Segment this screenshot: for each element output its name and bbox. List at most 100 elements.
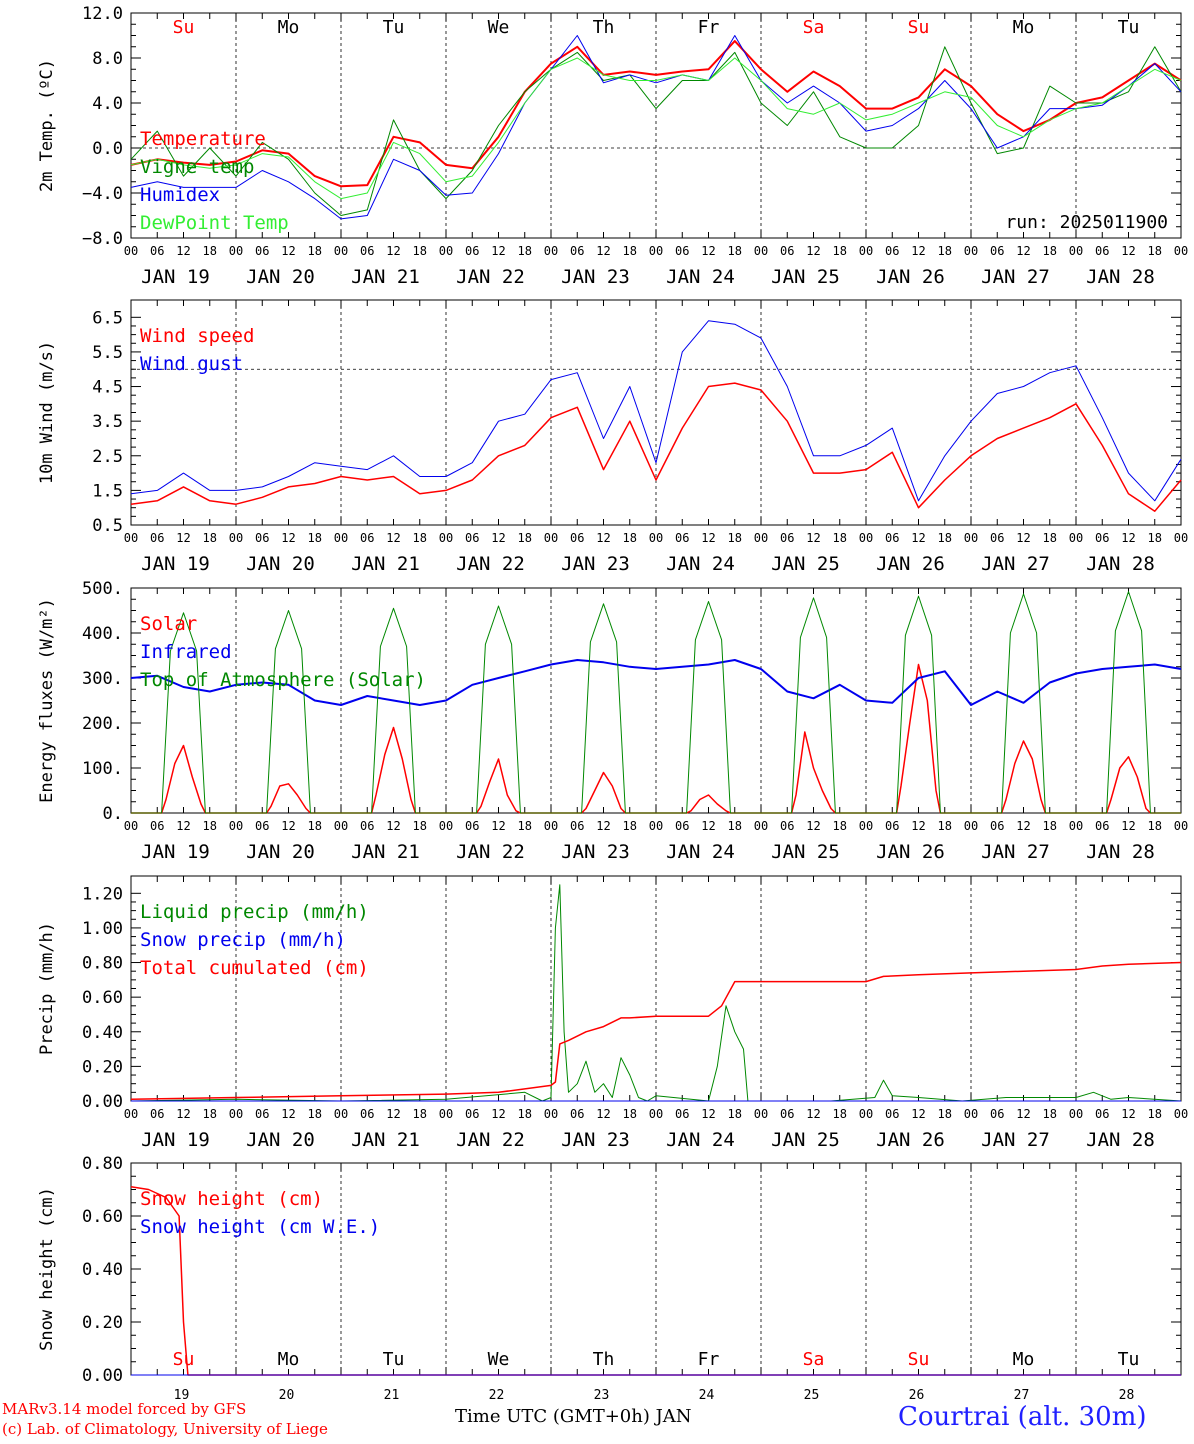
panel-3-date-label: JAN 27 [981, 841, 1050, 863]
panel-2-hour-label: 00 [1174, 531, 1188, 545]
panel-4-hour-label: 00 [754, 1107, 768, 1121]
panel-4-hour-label: 06 [570, 1107, 584, 1121]
panel-2-y-tick-label: 0.5 [92, 516, 123, 536]
panel-1-y-tick-label: 0.0 [92, 139, 123, 159]
panel-2-hour-label: 06 [780, 531, 794, 545]
panel-3-hour-label: 12 [491, 819, 505, 833]
panel-4-y-tick-label: 1.00 [82, 919, 123, 939]
panel-3-y-tick-label: 400. [82, 624, 123, 644]
panel-1-day-name: Sa [803, 17, 825, 38]
panel-4-y-tick-label: 0.00 [82, 1092, 123, 1112]
panel-1-hour-label: 00 [439, 244, 453, 258]
panel-3-legend-entry-1: Solar [140, 613, 197, 635]
panel-3-hour-label: 06 [150, 819, 164, 833]
panel-2-hour-label: 00 [229, 531, 243, 545]
panel-3-hour-label: 00 [964, 819, 978, 833]
panel-2-hour-label: 06 [360, 531, 374, 545]
panel-3-y-tick-label: 0. [103, 804, 123, 824]
panel-3-frame [130, 587, 1182, 814]
panel-4-hour-label: 00 [964, 1107, 978, 1121]
panel-3-date-label: JAN 21 [351, 841, 420, 863]
panel-1-date-label: JAN 25 [771, 266, 840, 288]
panel-2-hour-label: 12 [386, 531, 400, 545]
panel-1-hour-label: 06 [885, 244, 899, 258]
panel-5-date-label: 20 [279, 1388, 295, 1403]
panel-4-hour-label: 12 [806, 1107, 820, 1121]
panel-2-hour-label: 12 [806, 531, 820, 545]
panel-4-y-tick-label: 0.80 [82, 954, 123, 974]
panel-4-hour-label: 06 [360, 1107, 374, 1121]
panel-1-hour-label: 18 [1043, 244, 1057, 258]
panel-3-y-axis-label: Energy fluxes (W/m²) [37, 598, 57, 803]
panel-3-hour-label: 06 [1095, 819, 1109, 833]
panel-1-hour-label: 12 [1016, 244, 1030, 258]
panel-2-y-tick-label: 4.5 [92, 378, 123, 398]
panel-3-hour-label: 12 [1121, 819, 1135, 833]
panel-1-hour-label: 06 [150, 244, 164, 258]
panel-3-hour-label: 06 [570, 819, 584, 833]
panel-1-hour-label: 18 [728, 244, 742, 258]
panel-4-hour-label: 06 [885, 1107, 899, 1121]
panel-1-series-1-line [130, 40, 1182, 188]
panel-2-hour-label: 00 [964, 531, 978, 545]
panel-2-hour-label: 12 [596, 531, 610, 545]
panel-5-day-name: Mo [278, 1349, 300, 1370]
panel-1-hour-label: 06 [360, 244, 374, 258]
panel-2-date-label: JAN 23 [561, 553, 630, 575]
panel-1-hour-label: 18 [623, 244, 637, 258]
panel-3-hour-label: 00 [229, 819, 243, 833]
panel-5-date-label: 26 [909, 1388, 925, 1403]
panel-1-hour-label: 12 [806, 244, 820, 258]
panel-3-hour-label: 18 [518, 819, 532, 833]
panel-1-day-name: We [488, 17, 510, 38]
panel-3-y-tick-label: 100. [82, 759, 123, 779]
panel-2-y-tick-label: 3.5 [92, 412, 123, 432]
panel-3-hour-label: 00 [544, 819, 558, 833]
panel-2-hour-label: 18 [623, 531, 637, 545]
panel-2-hour-label: 18 [833, 531, 847, 545]
panel-1-hour-label: 12 [701, 244, 715, 258]
panel-1-hour-label: 18 [518, 244, 532, 258]
panel-2-date-label: JAN 19 [141, 553, 210, 575]
panel-1-series-2-line [130, 46, 1182, 216]
panel-3-hour-label: 00 [334, 819, 348, 833]
panel-2-hour-label: 06 [255, 531, 269, 545]
x-axis-title: Time UTC (GMT+0h) JAN [455, 1406, 692, 1427]
panel-1-date-label: JAN 23 [561, 266, 630, 288]
panel-3-hour-label: 00 [439, 819, 453, 833]
panel-1-series-4-line [130, 57, 1182, 200]
panel-1-date-label: JAN 24 [666, 266, 735, 288]
panel-1-series-3-line [130, 35, 1182, 220]
panel-3-hour-label: 00 [859, 819, 873, 833]
panel-5-day-name: Th [593, 1349, 615, 1370]
panel-2-hour-label: 06 [885, 531, 899, 545]
panel-2-hour-label: 00 [859, 531, 873, 545]
panel-5-y-tick-label: 0.00 [82, 1366, 123, 1386]
panel-3-legend-entry-3: Top of Atmosphere (Solar) [140, 669, 426, 691]
panel-1-hour-label: 18 [413, 244, 427, 258]
panel-3-hour-label: 06 [255, 819, 269, 833]
panel-1-day-name: Th [593, 17, 615, 38]
panel-3-hour-label: 12 [1016, 819, 1030, 833]
panel-3-date-label: JAN 24 [666, 841, 735, 863]
panel-1-hour-label: 00 [649, 244, 663, 258]
panel-1-y-tick-label: 8.0 [92, 49, 123, 69]
panel-1-day-name: Tu [1118, 17, 1140, 38]
panel-5-date-label: 22 [489, 1388, 505, 1403]
panel-2-date-label: JAN 26 [876, 553, 945, 575]
panel-4-hour-label: 12 [386, 1107, 400, 1121]
panel-4-hour-label: 18 [833, 1107, 847, 1121]
panel-2-date-label: JAN 24 [666, 553, 735, 575]
panel-5-legend-entry-1: Snow height (cm) [140, 1188, 323, 1210]
panel-5-y-tick-label: 0.20 [82, 1313, 123, 1333]
panel-5-legend-entry-2: Snow height (cm W.E.) [140, 1216, 380, 1238]
panel-1-y-axis-label: 2m Temp. (ºC) [37, 59, 57, 192]
panel-4-hour-label: 18 [413, 1107, 427, 1121]
panel-2-hour-label: 18 [413, 531, 427, 545]
panel-1-date-label: JAN 19 [141, 266, 210, 288]
panel-2-legend-entry-1: Wind speed [140, 325, 254, 347]
panel-2-frame [130, 299, 1182, 526]
panel-1-y-tick-label: 12.0 [82, 4, 123, 24]
panel-2-hour-label: 00 [439, 531, 453, 545]
